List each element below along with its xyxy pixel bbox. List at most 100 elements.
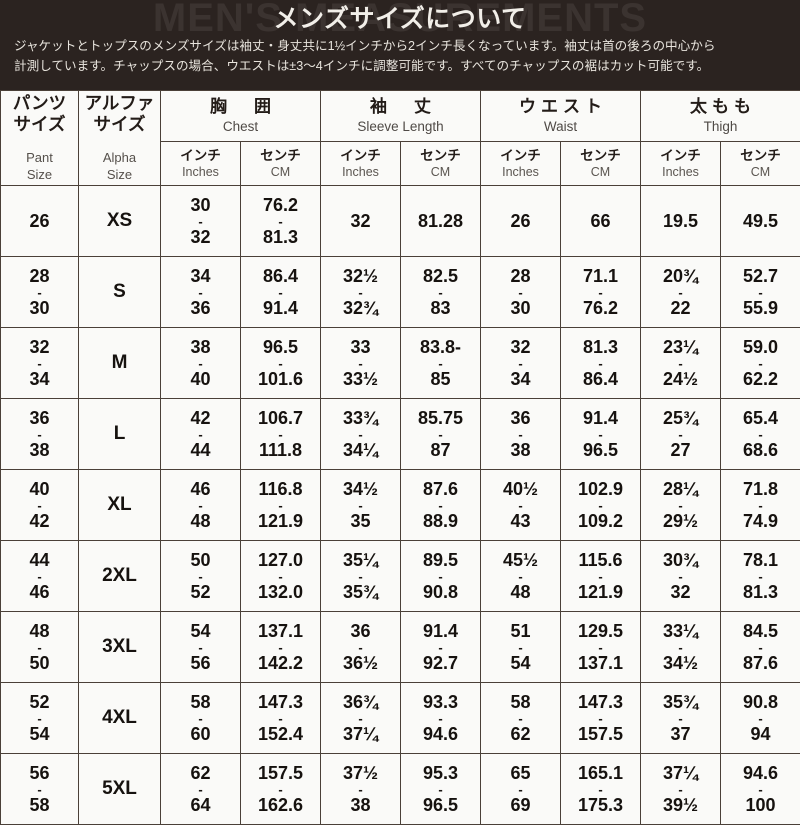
range-dash: - [198, 500, 202, 511]
header-unit-thigh-cm-en: CM [722, 164, 799, 180]
cell-waist-inches-to: 34 [511, 369, 531, 390]
cell-alpha-size: S [79, 257, 161, 328]
cell-thigh-inches-from: 28¼ [663, 479, 698, 500]
cell-thigh-inches-to: 37 [671, 724, 691, 745]
cell-chest-inches-to: 44 [190, 440, 210, 461]
range-dash: - [758, 713, 762, 724]
range-dash: - [518, 358, 522, 369]
header-alpha-size-jp-line1: アルファ [80, 93, 159, 114]
cell-thigh-cm: 59.0-62.2 [721, 328, 800, 399]
range-dash: - [37, 287, 41, 298]
range-dash: - [678, 784, 682, 795]
cell-chest-inches-to: 48 [190, 511, 210, 532]
range-dash: - [758, 287, 762, 298]
cell-chest-cm: 76.2-81.3 [241, 186, 321, 257]
cell-sleeve-cm-from: 87.6 [423, 479, 458, 500]
cell-pant-size: 32-34 [1, 328, 79, 399]
cell-sleeve-cm-from: 82.5 [423, 266, 458, 287]
header-pant-size-jp-line2: サイズ [2, 114, 77, 135]
header-unit-thigh-inches-en: Inches [642, 164, 719, 180]
cell-thigh-inches: 35¾-37 [641, 683, 721, 754]
cell-sleeve-cm-to: 88.9 [423, 511, 458, 532]
header-unit-waist-cm-jp: センチ [562, 147, 639, 164]
header-pant-size: パンツ サイズ Pant Size [1, 91, 79, 186]
cell-chest-cm-to: 101.6 [258, 369, 303, 390]
cell-pant-size-to: 50 [29, 653, 49, 674]
cell-waist-cm-to: 157.5 [578, 724, 623, 745]
cell-thigh-inches-to: 39½ [663, 795, 698, 816]
cell-waist-inches-to: 54 [511, 653, 531, 674]
cell-waist-inches-from: 40½ [503, 479, 538, 500]
cell-chest-cm-from: 86.4 [263, 266, 298, 287]
header-unit-chest-cm-en: CM [242, 164, 319, 180]
cell-sleeve-inches: 34½-35 [321, 470, 401, 541]
cell-thigh-inches-from: 20¾ [663, 266, 698, 287]
cell-chest-cm-from: 106.7 [258, 408, 303, 429]
banner-description-line-1: ジャケットとトップスのメンズサイズは袖丈・身丈共に1½インチから2インチ長くなっ… [14, 36, 786, 56]
range-dash: - [598, 642, 602, 653]
range-dash: - [198, 429, 202, 440]
cell-waist-inches-value: 26 [481, 210, 560, 232]
cell-thigh-inches: 25¾-27 [641, 399, 721, 470]
header-group-thigh-en: Thigh [642, 118, 799, 135]
cell-chest-inches: 62-64 [161, 754, 241, 825]
header-row-group: パンツ サイズ Pant Size アルファ サイズ Alpha Size 胸 … [1, 91, 800, 142]
header-unit-chest-inches-jp: インチ [162, 147, 239, 164]
range-dash: - [37, 429, 41, 440]
header-pant-size-jp-line1: パンツ [2, 93, 77, 114]
cell-thigh-inches: 33¼-34½ [641, 612, 721, 683]
cell-pant-size-from: 44 [29, 550, 49, 571]
range-dash: - [678, 429, 682, 440]
cell-waist-inches-from: 45½ [503, 550, 538, 571]
range-dash: - [358, 429, 362, 440]
cell-sleeve-inches-from: 35¼ [343, 550, 378, 571]
cell-waist-cm: 129.5-137.1 [561, 612, 641, 683]
range-dash: - [598, 571, 602, 582]
cell-waist-cm-to: 121.9 [578, 582, 623, 603]
cell-chest-inches-to: 52 [190, 582, 210, 603]
range-dash: - [518, 642, 522, 653]
cell-sleeve-cm: 89.5-90.8 [401, 541, 481, 612]
range-dash: - [518, 784, 522, 795]
cell-chest-cm: 106.7-111.8 [241, 399, 321, 470]
intro-banner: MEN'S MEASUREMENTS メンズサイズについて ジャケットとトップス… [0, 0, 800, 90]
cell-thigh-inches-to: 27 [671, 440, 691, 461]
cell-chest-inches-from: 38 [190, 337, 210, 358]
cell-chest-cm-to: 121.9 [258, 511, 303, 532]
range-dash: - [438, 358, 442, 369]
cell-chest-cm-to: 81.3 [263, 227, 298, 248]
range-dash: - [678, 571, 682, 582]
cell-chest-cm-to: 162.6 [258, 795, 303, 816]
cell-waist-inches-to: 30 [511, 298, 531, 319]
cell-waist-inches-to: 69 [511, 795, 531, 816]
cell-chest-inches-from: 30 [190, 195, 210, 216]
cell-waist-cm: 115.6-121.9 [561, 541, 641, 612]
cell-thigh-cm: 71.8-74.9 [721, 470, 800, 541]
cell-waist-cm: 91.4-96.5 [561, 399, 641, 470]
cell-sleeve-cm: 95.3-96.5 [401, 754, 481, 825]
range-dash: - [278, 429, 282, 440]
cell-chest-cm-from: 137.1 [258, 621, 303, 642]
cell-waist-cm-from: 165.1 [578, 763, 623, 784]
cell-waist-inches: 32-34 [481, 328, 561, 399]
cell-chest-inches-from: 54 [190, 621, 210, 642]
range-dash: - [438, 713, 442, 724]
header-unit-sleeve-cm-jp: センチ [402, 147, 479, 164]
range-dash: - [518, 500, 522, 511]
range-dash: - [678, 358, 682, 369]
cell-chest-cm-from: 157.5 [258, 763, 303, 784]
cell-waist-cm-to: 76.2 [583, 298, 618, 319]
cell-chest-inches-to: 32 [190, 227, 210, 248]
page-title: メンズサイズについて [0, 0, 800, 38]
cell-waist-cm-from: 102.9 [578, 479, 623, 500]
cell-thigh-inches: 37¼-39½ [641, 754, 721, 825]
size-chart-table: パンツ サイズ Pant Size アルファ サイズ Alpha Size 胸 … [0, 90, 800, 825]
header-group-waist: ウエスト Waist [481, 91, 641, 142]
cell-chest-inches: 54-56 [161, 612, 241, 683]
cell-pant-size: 48-50 [1, 612, 79, 683]
cell-thigh-inches-to: 22 [671, 298, 691, 319]
cell-waist-cm-from: 71.1 [583, 266, 618, 287]
